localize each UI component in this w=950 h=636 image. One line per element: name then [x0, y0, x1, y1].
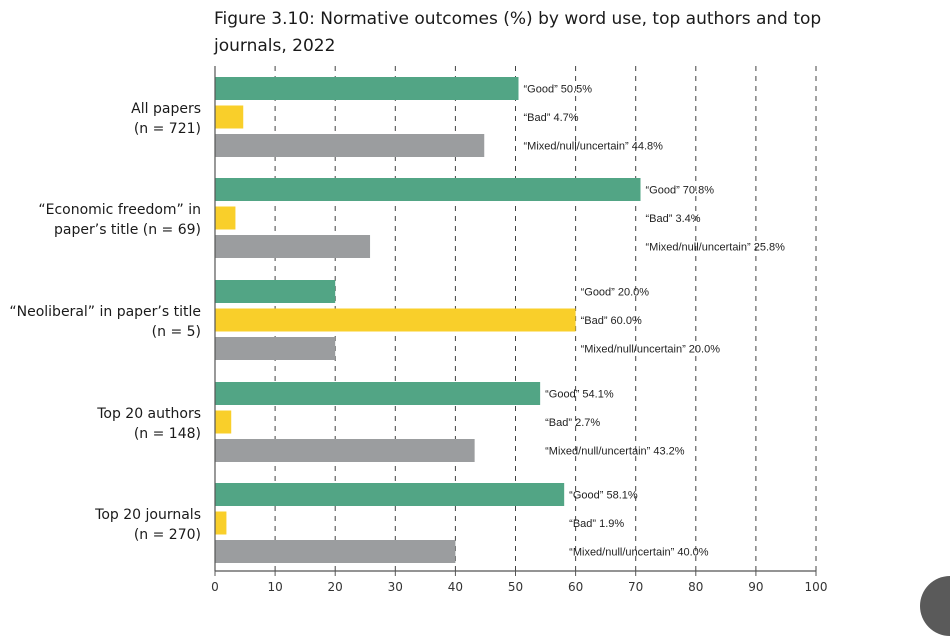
x-tick-label: 80 [688, 580, 703, 594]
data-label: “Bad” 2.7% [545, 417, 600, 429]
category-label: All papers [131, 101, 201, 117]
data-label: “Mixed/null/uncertain” 43.2% [545, 446, 685, 458]
bar [215, 382, 541, 405]
category-label: (n = 721) [134, 121, 201, 137]
bar [215, 483, 565, 506]
bar [215, 134, 485, 157]
category-label: (n = 148) [134, 426, 201, 442]
data-label: “Mixed/null/uncertain” 20.0% [581, 344, 721, 356]
x-tick-label: 0 [211, 580, 219, 594]
data-label: “Good” 70.8% [646, 185, 715, 197]
category-label: “Neoliberal” in paper’s title [9, 304, 201, 320]
data-label: “Bad” 60.0% [581, 315, 642, 327]
bar [215, 178, 641, 201]
data-label: “Bad” 3.4% [646, 213, 701, 225]
x-tick-label: 60 [568, 580, 583, 594]
data-label: “Mixed/null/uncertain” 25.8% [646, 242, 786, 254]
bar [215, 410, 232, 434]
data-label: “Mixed/null/uncertain” 40.0% [569, 547, 709, 559]
data-label: “Good” 58.1% [569, 490, 638, 502]
x-tick-label: 20 [328, 580, 343, 594]
x-tick-label: 40 [448, 580, 463, 594]
bar [215, 308, 576, 332]
data-labels: “Good” 50.5% “Bad” 4.7% “Mixed/null/uncert… [524, 84, 786, 559]
bar [215, 77, 519, 100]
category-label: (n = 270) [134, 527, 201, 543]
category-label: Top 20 authors [96, 406, 201, 422]
category-label: paper’s title (n = 69) [54, 222, 201, 238]
bar-chart: “Good” 50.5% “Bad” 4.7% “Mixed/null/uncert… [9, 66, 827, 594]
x-tick-label: 90 [748, 580, 763, 594]
bar [215, 235, 371, 258]
bar [215, 206, 236, 230]
chart-title: Figure 3.10: Normative outcomes (%) by w… [214, 9, 822, 56]
x-tick-label: 10 [267, 580, 282, 594]
bar [215, 511, 227, 535]
category-label: “Economic freedom” in [38, 202, 201, 218]
bar [215, 105, 244, 129]
data-label: “Bad” 4.7% [524, 112, 579, 124]
x-tick-label: 100 [805, 580, 828, 594]
category-labels: All papers (n = 721) “Economic freedom” in… [9, 101, 201, 543]
x-tick-label: 50 [508, 580, 523, 594]
x-axis: 0 10 20 30 40 50 60 70 80 90 100 [211, 66, 827, 594]
category-label: (n = 5) [152, 324, 201, 340]
x-tick-label: 30 [388, 580, 403, 594]
data-label: “Good” 54.1% [545, 389, 614, 401]
data-label: “Good” 20.0% [581, 287, 650, 299]
data-label: “Good” 50.5% [524, 84, 593, 96]
x-tick-label: 70 [628, 580, 643, 594]
data-label: “Mixed/null/uncertain” 44.8% [524, 141, 664, 153]
bar [215, 337, 336, 360]
bar [215, 439, 475, 462]
bar [215, 540, 456, 563]
category-label: Top 20 journals [94, 507, 201, 523]
bar [215, 280, 336, 303]
data-label: “Bad” 1.9% [569, 518, 624, 530]
bars [215, 77, 641, 563]
